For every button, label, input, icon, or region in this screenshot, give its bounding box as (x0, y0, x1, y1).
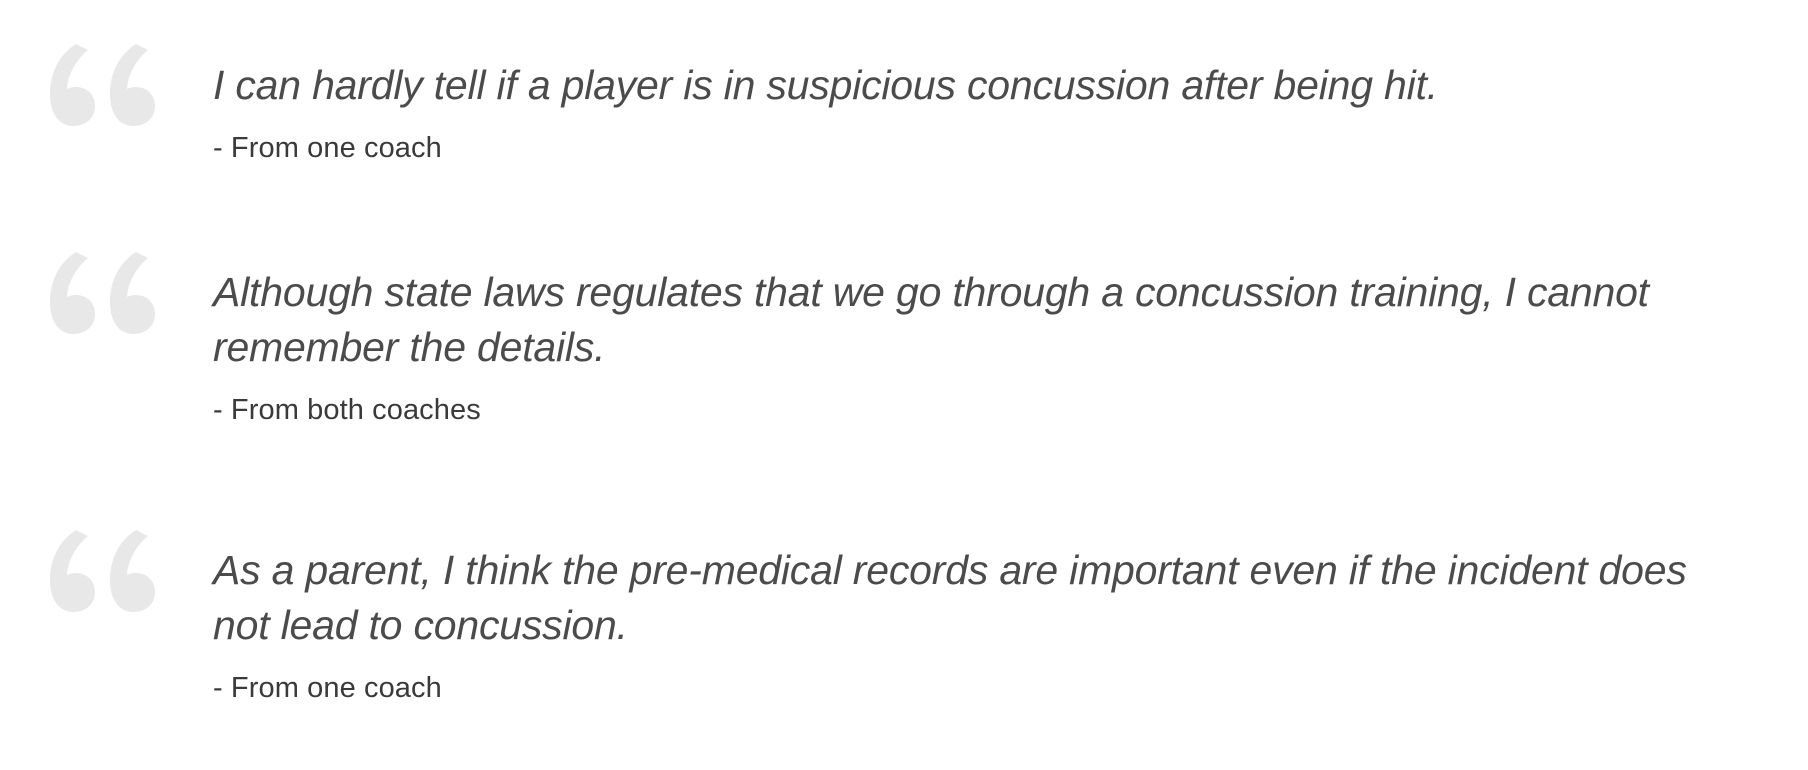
quote-text: As a parent, I think the pre-medical rec… (213, 547, 1687, 648)
quote-text: Although state laws regulates that we go… (213, 269, 1649, 370)
quote-attribution: - From one coach (213, 672, 442, 704)
quotation-mark-icon (48, 44, 160, 144)
quotation-mark-icon (48, 530, 160, 630)
quote-attribution: - From both coaches (213, 394, 481, 426)
quote-text: I can hardly tell if a player is in susp… (213, 62, 1438, 108)
quote-attribution: - From one coach (213, 132, 442, 164)
quotation-mark-icon (48, 252, 160, 352)
